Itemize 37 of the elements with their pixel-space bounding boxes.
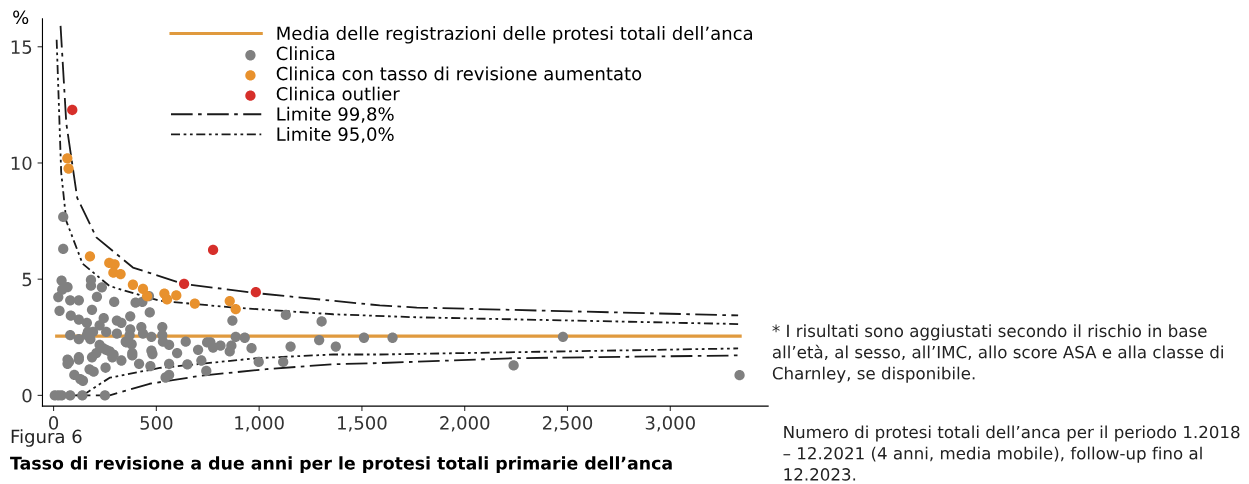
y-tick-label: 5 [22,272,32,287]
point [207,244,219,256]
point [189,298,200,309]
legend-label: Media delle registrazioni delle protesi totali dell’anca [277,26,753,44]
y-tick-label: 0 [22,388,32,403]
point [67,104,78,116]
point [62,153,73,164]
point [178,278,190,289]
legend-label: Limite 95,0% [277,127,394,143]
y-axis-title: % [13,10,29,25]
text: * I risultati sono aggiustati secondo il rischio in base all’età, al sesso, all’IMC, allo score ASA e alla classe di Charnley, se disponibile. [772,324,1223,383]
x-axis-title: Numero di protesi totali dell’anca per il periodo 1.2018 – 12.2021 (4 anni, media mobile), follow-up fino al 12.2023. [783,425,1240,481]
point [84,251,96,262]
point [115,268,126,280]
point [250,287,261,298]
point [161,294,173,305]
text: Figura 6 [11,429,82,447]
point [224,295,235,307]
y-tick-label: 15 [11,40,32,54]
x-tick-label: 500 [140,416,173,430]
x-tick-label: 2,000 [440,416,490,432]
y-tick-label: 10 [11,156,32,171]
x-tick-label: 0 [49,416,59,430]
x-tick-label: 1,500 [338,416,387,432]
point [171,290,182,301]
point [127,279,139,290]
x-tick-label: 3,000 [645,416,695,432]
x-tick-label: 1,000 [235,416,284,432]
text: Tasso di revisione a due anni per le protesi totali primarie dell’anca [10,456,672,474]
point [63,163,74,174]
legend-label: Clinica con tasso di revisione aumentato [276,66,642,81]
legend-label: Clinica outlier [276,86,400,101]
x-tick-label: 2,500 [542,416,593,432]
legend-label: Limite 99,8% [277,106,394,123]
point [109,259,120,270]
legend-label: Clinica [276,46,335,61]
point [230,304,241,315]
